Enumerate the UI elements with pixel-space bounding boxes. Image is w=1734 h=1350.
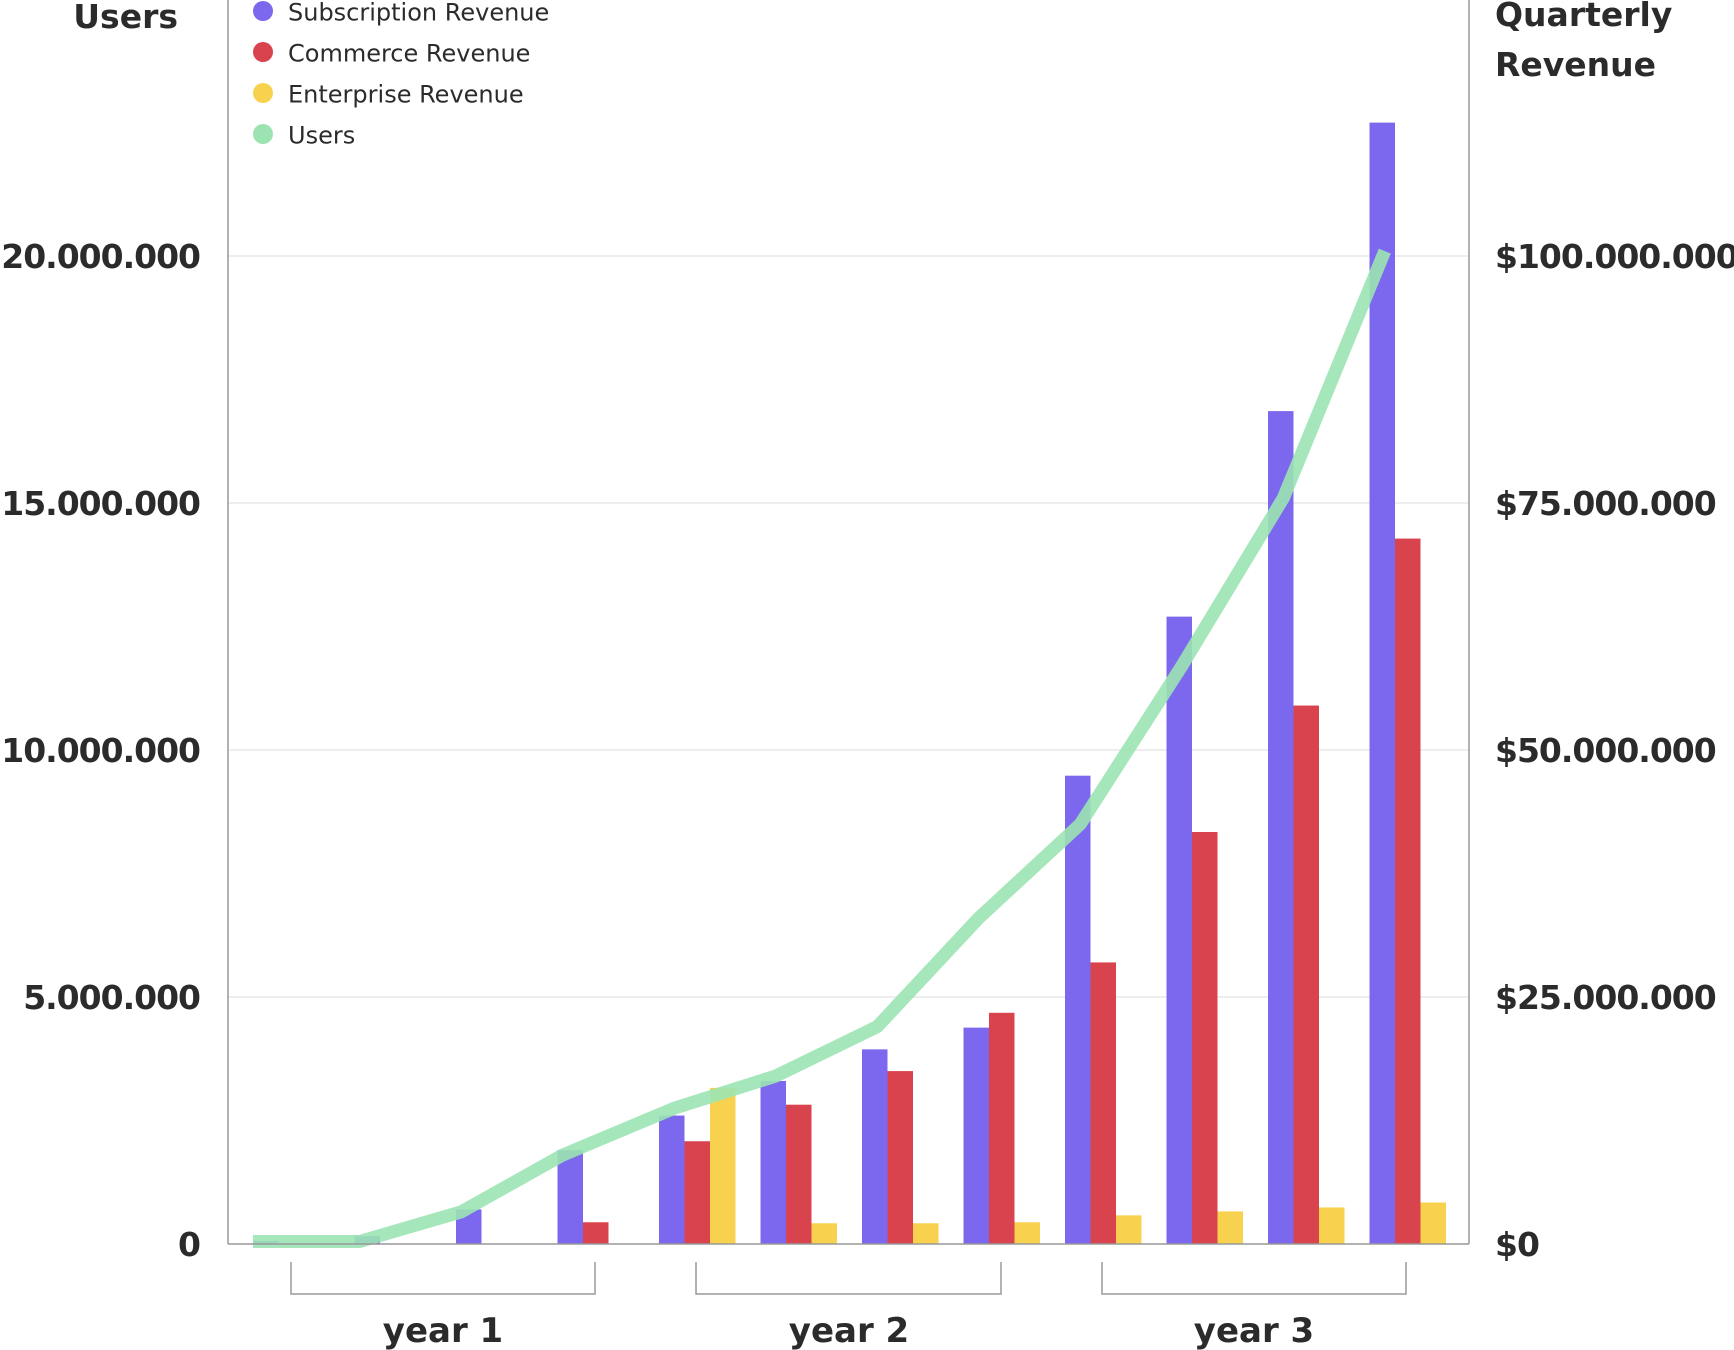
left-axis-title: Users (73, 0, 178, 36)
right-tick-1: $25.000.000 (1495, 978, 1716, 1017)
commerce-bar-5 (684, 1141, 710, 1244)
year-3-bracket (1101, 1262, 1407, 1295)
subscription-bar-4 (557, 1150, 583, 1244)
enterprise-bar-10 (1217, 1211, 1243, 1244)
users-line (253, 248, 1391, 1248)
subscription-bar-8 (963, 1027, 989, 1244)
year-2-bracket (695, 1262, 1002, 1295)
enterprise-bar-5 (710, 1087, 736, 1244)
legend-swatch-enterprise (253, 83, 273, 103)
enterprise-bar-9 (1116, 1215, 1142, 1244)
left-tick-0: 0 (178, 1225, 200, 1264)
commerce-bar-7 (887, 1071, 913, 1244)
subscription-bar-9 (1065, 775, 1091, 1244)
right-axis-title-line2: Revenue (1495, 45, 1656, 84)
subscription-bar-10 (1166, 616, 1192, 1244)
subscription-bar-11 (1268, 411, 1294, 1245)
enterprise-bar-6 (811, 1223, 837, 1244)
enterprise-bar-8 (1014, 1222, 1040, 1244)
subscription-bar-7 (862, 1049, 888, 1244)
enterprise-bar-11 (1319, 1207, 1345, 1244)
right-tick-4: $100.000.000 (1495, 237, 1734, 276)
right-tick-2: $50.000.000 (1495, 731, 1716, 770)
right-axis-title-line1: Quarterly (1495, 0, 1672, 34)
left-tick-1: 5.000.000 (23, 978, 200, 1017)
year-2-label: year 2 (789, 1311, 909, 1350)
enterprise-bar-12 (1420, 1202, 1446, 1244)
right-tick-3: $75.000.000 (1495, 484, 1716, 523)
legend-label-enterprise: Enterprise Revenue (288, 80, 524, 108)
commerce-bar-6 (786, 1104, 812, 1244)
commerce-bar-9 (1090, 962, 1116, 1244)
year-1-bracket (290, 1262, 596, 1295)
legend-label-users: Users (288, 121, 355, 149)
legend-swatch-commerce (253, 42, 273, 62)
left-tick-3: 15.000.000 (1, 484, 200, 523)
commerce-bar-8 (989, 1012, 1015, 1244)
enterprise-bar-7 (913, 1223, 939, 1244)
year-3-label: year 3 (1194, 1311, 1314, 1350)
left-tick-2: 10.000.000 (1, 731, 200, 770)
legend: Subscription Revenue Commerce Revenue En… (253, 0, 549, 149)
year-1-label: year 1 (383, 1311, 503, 1350)
legend-label-subscription: Subscription Revenue (288, 0, 549, 26)
commerce-bar-10 (1192, 832, 1218, 1244)
bars (253, 122, 1446, 1245)
right-tick-0: $0 (1495, 1225, 1539, 1264)
commerce-bar-4 (583, 1222, 609, 1244)
legend-swatch-users (253, 124, 273, 144)
subscription-bar-12 (1369, 122, 1395, 1245)
commerce-bar-12 (1395, 538, 1421, 1244)
legend-label-commerce: Commerce Revenue (288, 39, 530, 67)
subscription-bar-6 (760, 1080, 786, 1244)
users-line-layer (253, 248, 1391, 1248)
subscription-bar-5 (659, 1115, 685, 1244)
gridlines (228, 255, 1469, 998)
commerce-bar-11 (1293, 705, 1319, 1244)
left-tick-4: 20.000.000 (1, 237, 200, 276)
legend-swatch-subscription (253, 1, 273, 21)
